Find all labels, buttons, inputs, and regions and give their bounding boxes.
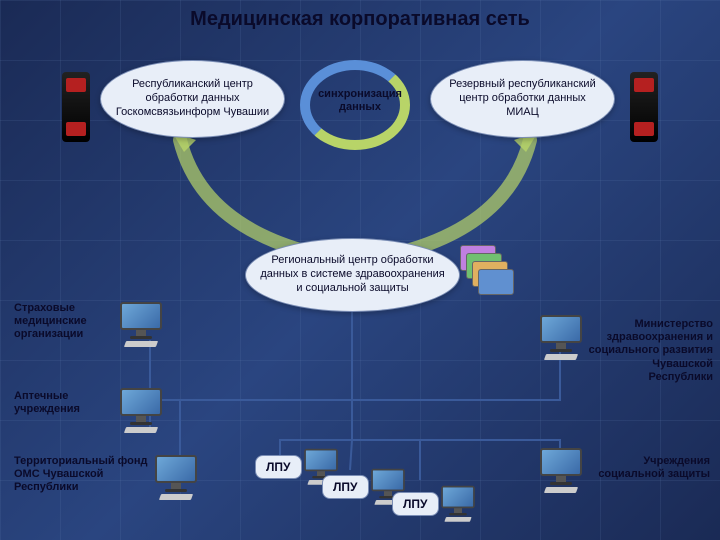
node-text: Резервный республиканский центр обработк… (443, 78, 602, 119)
lpu-box-3: ЛПУ (392, 492, 439, 516)
monitor-icon (120, 388, 162, 426)
label-territorial: Территориальный фонд ОМС Чувашской Респу… (14, 455, 154, 495)
label-social: Учреждения социальной защиты (590, 455, 710, 481)
label-pharmacy: Аптечные учреждения (14, 390, 114, 416)
monitor-icon (540, 448, 582, 486)
node-regional-center: Региональный центр обработки данных в си… (245, 238, 460, 312)
monitor-icon (540, 315, 582, 353)
node-text: Республиканский центр обработки данных Г… (113, 78, 272, 119)
lpu-box-2: ЛПУ (322, 475, 369, 499)
lpu-box-1: ЛПУ (255, 455, 302, 479)
label-ministry: Министерство здравоохранения и социально… (585, 318, 713, 384)
node-right-datacenter: Резервный республиканский центр обработк… (430, 60, 615, 138)
monitor-icon (441, 486, 475, 516)
sync-label: синхронизация данных (310, 88, 410, 113)
server-right-icon (630, 72, 658, 142)
label-insurance: Страховые медицинские организации (14, 302, 114, 342)
node-left-datacenter: Республиканский центр обработки данных Г… (100, 60, 285, 138)
monitor-icon (155, 455, 197, 493)
monitor-icon (120, 302, 162, 340)
page-title: Медицинская корпоративная сеть (0, 8, 720, 31)
node-text: Региональный центр обработки данных в си… (258, 254, 447, 295)
server-left-icon (62, 72, 90, 142)
